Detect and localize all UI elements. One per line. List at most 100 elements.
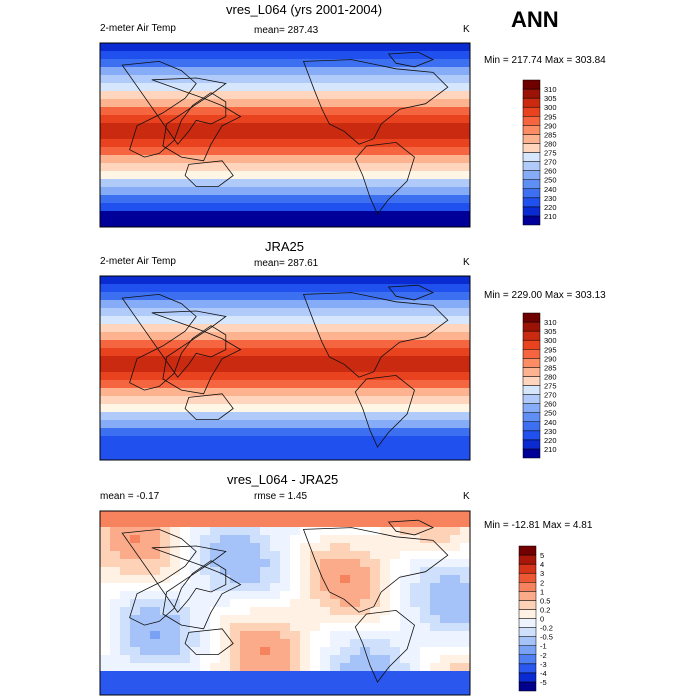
map-cell: [350, 131, 361, 140]
map-cell: [460, 195, 471, 204]
map-cell: [210, 51, 221, 60]
map-cell: [110, 316, 121, 325]
map-cell: [120, 535, 131, 544]
map-cell: [140, 420, 151, 429]
map-cell: [380, 308, 391, 317]
map-cell: [140, 436, 151, 445]
map-cell: [320, 655, 331, 664]
map-cell: [410, 607, 421, 616]
map-cell: [280, 276, 291, 285]
map-cell: [300, 332, 311, 341]
map-cell: [420, 647, 431, 656]
map-cell: [290, 420, 301, 429]
map-cell: [280, 428, 291, 437]
map-cell: [110, 211, 121, 220]
map-cell: [360, 372, 371, 381]
map-cell: [220, 535, 231, 544]
map-cell: [320, 428, 331, 437]
map-cell: [150, 99, 161, 108]
map-cell: [300, 83, 311, 92]
map-cell: [160, 583, 171, 592]
map-cell: [160, 631, 171, 640]
map-cell: [330, 284, 341, 293]
map-cell: [190, 308, 201, 317]
map-cell: [210, 316, 221, 325]
map-cell: [160, 396, 171, 405]
map-cell: [340, 663, 351, 672]
map-cell: [340, 356, 351, 365]
map-cell: [450, 75, 461, 84]
map-cell: [440, 655, 451, 664]
map-cell: [410, 219, 421, 228]
map-cell: [460, 284, 471, 293]
map-cell: [150, 436, 161, 445]
map-cell: [460, 123, 471, 132]
map-cell: [150, 591, 161, 600]
map-cell: [130, 123, 141, 132]
map-cell: [320, 179, 331, 188]
colorbar-box: [522, 161, 541, 171]
map-cell: [300, 340, 311, 349]
map-cell: [220, 187, 231, 196]
map-cell: [140, 203, 151, 212]
map-cell: [120, 107, 131, 116]
map-cell: [370, 583, 381, 592]
map-cell: [270, 567, 281, 576]
map-cell: [110, 575, 121, 584]
map-cell: [210, 511, 221, 520]
map-cell: [120, 551, 131, 560]
map-cell: [390, 171, 401, 180]
map-cell: [380, 348, 391, 357]
map-cell: [200, 380, 211, 389]
map-cell: [110, 551, 121, 560]
map-cell: [140, 639, 151, 648]
map-cell: [280, 324, 291, 333]
map-cell: [150, 324, 161, 333]
map-cell: [260, 356, 271, 365]
map-cell: [420, 324, 431, 333]
map-cell: [350, 99, 361, 108]
map-cell: [330, 139, 341, 148]
map-cell: [360, 147, 371, 156]
map-cell: [190, 567, 201, 576]
colorbar-tick-label: 230: [544, 427, 557, 436]
map-cell: [170, 43, 181, 52]
map-cell: [390, 444, 401, 453]
map-cell: [460, 420, 471, 429]
colorbar-tick-label: 4: [540, 560, 544, 569]
map-cell: [150, 428, 161, 437]
map-cell: [320, 59, 331, 68]
map-cell: [210, 43, 221, 52]
map-cell: [170, 527, 181, 536]
map-cell: [300, 292, 311, 301]
map-cell: [340, 219, 351, 228]
map-cell: [260, 412, 271, 421]
map-cell: [110, 380, 121, 389]
map-cell: [380, 412, 391, 421]
map-cell: [390, 623, 401, 632]
map-cell: [130, 316, 141, 325]
map-cell: [230, 388, 241, 397]
map-cell: [320, 631, 331, 640]
map-cell: [150, 543, 161, 552]
map-cell: [300, 647, 311, 656]
map-cell: [120, 543, 131, 552]
map-cell: [350, 599, 361, 608]
map-cell: [430, 671, 441, 680]
map-cell: [370, 543, 381, 552]
map-cell: [420, 444, 431, 453]
map-cell: [430, 436, 441, 445]
map-cell: [290, 575, 301, 584]
map-cell: [150, 404, 161, 413]
map-cell: [150, 155, 161, 164]
map-cell: [390, 519, 401, 528]
map-cell: [280, 663, 291, 672]
map-cell: [140, 687, 151, 696]
map-cell: [340, 75, 351, 84]
map-cell: [430, 348, 441, 357]
map-cell: [190, 412, 201, 421]
map-cell: [240, 412, 251, 421]
map-cell: [160, 623, 171, 632]
coastline: [184, 628, 234, 655]
map-cell: [270, 276, 281, 285]
